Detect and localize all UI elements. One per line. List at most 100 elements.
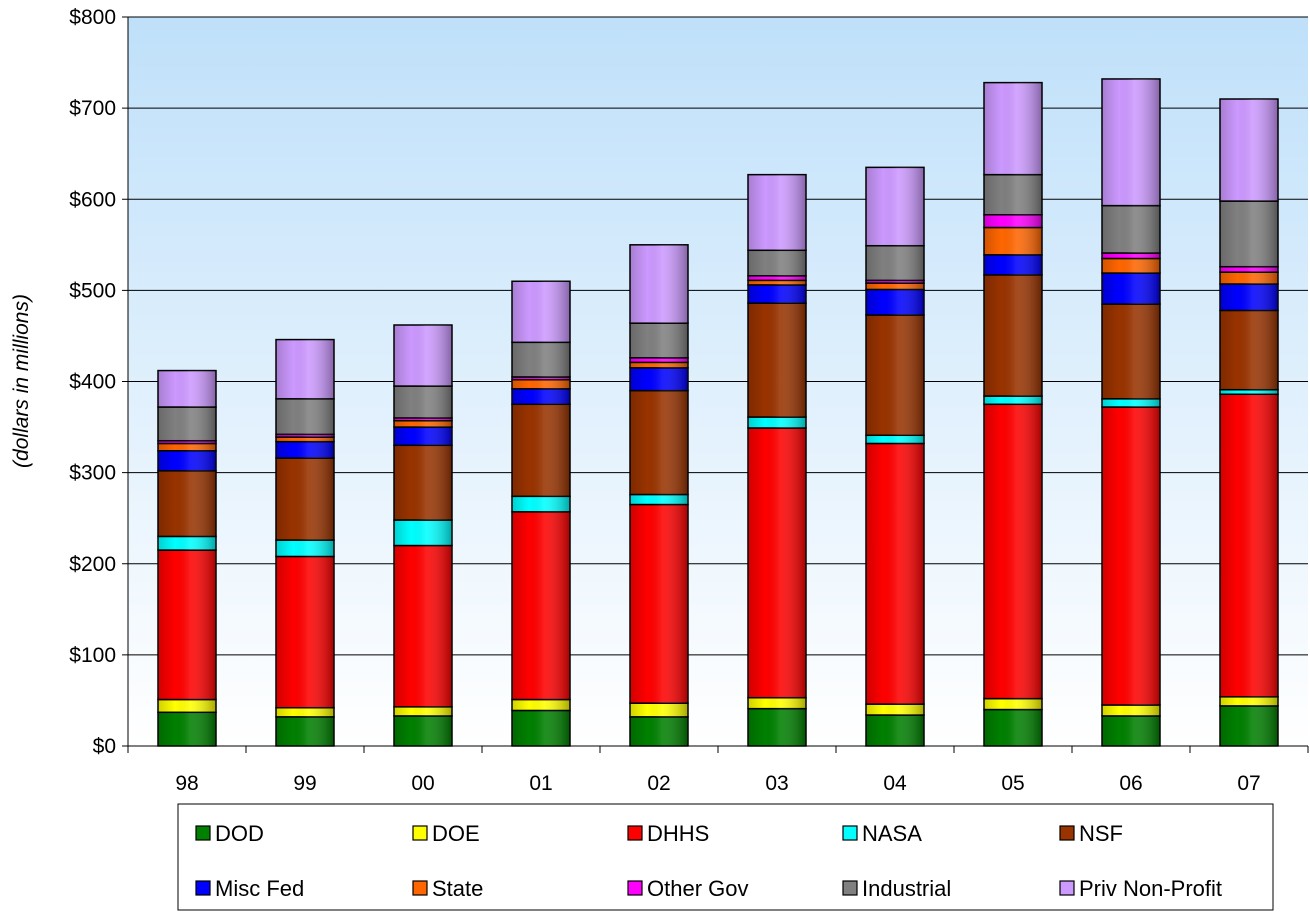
y-tick-label: $700 bbox=[69, 97, 116, 120]
bar-segment-shade bbox=[512, 710, 570, 746]
bar-segment-shade bbox=[748, 174, 806, 251]
bar-segment-shade bbox=[748, 697, 806, 709]
bar-segment-shade bbox=[866, 280, 924, 284]
bar-segment-shade bbox=[158, 370, 216, 408]
legend-swatch bbox=[412, 880, 428, 896]
legend-label: DOE bbox=[432, 821, 480, 846]
x-tick-label: 00 bbox=[411, 772, 434, 795]
legend-swatch bbox=[1059, 825, 1075, 841]
bar-segment-shade bbox=[158, 699, 216, 713]
bar-segment-shade bbox=[512, 699, 570, 711]
bar-segment-shade bbox=[394, 325, 452, 387]
bar-segment-shade bbox=[866, 435, 924, 444]
bar-segment-shade bbox=[1220, 283, 1278, 311]
bar-segment-shade bbox=[394, 520, 452, 546]
bar-segment-shade bbox=[394, 420, 452, 428]
y-tick-label: $100 bbox=[69, 644, 116, 667]
bar-segment-shade bbox=[866, 314, 924, 436]
bar-segment-shade bbox=[1220, 389, 1278, 395]
bar-segment-shade bbox=[984, 214, 1042, 228]
bar-segment-shade bbox=[276, 339, 334, 399]
y-tick-label: $0 bbox=[93, 735, 116, 758]
bar-segment-shade bbox=[630, 362, 688, 368]
x-tick-label: 06 bbox=[1119, 772, 1142, 795]
bar-segment-shade bbox=[1102, 78, 1160, 206]
bar-segment-shade bbox=[1220, 705, 1278, 746]
bar-stack-06 bbox=[1101, 78, 1161, 747]
bar-segment-shade bbox=[984, 698, 1042, 710]
bar-segment-shade bbox=[512, 511, 570, 700]
bar-segment-shade bbox=[1102, 253, 1160, 259]
bars bbox=[157, 78, 1279, 747]
bar-segment-shade bbox=[1220, 266, 1278, 273]
legend-label: DHHS bbox=[647, 821, 709, 846]
bar-segment-shade bbox=[984, 404, 1042, 699]
legend-label: Other Gov bbox=[647, 876, 748, 901]
bar-segment-shade bbox=[1102, 398, 1160, 408]
bar-segment-shade bbox=[630, 323, 688, 358]
legend-swatch bbox=[412, 825, 428, 841]
bar-segment-shade bbox=[630, 494, 688, 505]
legend-label: State bbox=[432, 876, 483, 901]
y-tick-label: $200 bbox=[69, 553, 116, 576]
x-tick-label: 04 bbox=[883, 772, 907, 795]
legend-swatch bbox=[1059, 880, 1075, 896]
bar-segment-shade bbox=[512, 496, 570, 512]
bar-segment-shade bbox=[512, 388, 570, 405]
bar-segment-shade bbox=[984, 709, 1042, 746]
legend-swatch bbox=[842, 825, 858, 841]
bar-segment-shade bbox=[866, 289, 924, 315]
bar-segment-shade bbox=[276, 434, 334, 438]
bar-segment-shade bbox=[748, 284, 806, 304]
bar-segment-shade bbox=[1102, 273, 1160, 305]
bar-segment-shade bbox=[630, 244, 688, 324]
bar-segment-shade bbox=[276, 556, 334, 708]
y-tick-label: $800 bbox=[69, 6, 116, 29]
bar-segment-shade bbox=[512, 376, 570, 380]
bar-segment-shade bbox=[748, 303, 806, 418]
bar-segment-shade bbox=[984, 174, 1042, 215]
bar-segment-shade bbox=[630, 504, 688, 704]
bar-segment-shade bbox=[1220, 201, 1278, 267]
legend: DOD DOE DHHS NASA NSF Misc Fed State Other Gov I… bbox=[177, 803, 1274, 911]
bar-segment-shade bbox=[748, 417, 806, 428]
bar-segment-shade bbox=[1220, 272, 1278, 284]
bar-segment-shade bbox=[276, 458, 334, 541]
x-tick-label: 98 bbox=[175, 772, 198, 795]
x-tick-label: 03 bbox=[765, 772, 788, 795]
bar-segment-shade bbox=[748, 708, 806, 746]
bar-segment-shade bbox=[158, 536, 216, 551]
bar-segment-shade bbox=[158, 470, 216, 537]
bar-segment-shade bbox=[630, 357, 688, 363]
x-tick-label: 02 bbox=[647, 772, 670, 795]
y-tick-label: $500 bbox=[69, 279, 116, 302]
bar-stack-00 bbox=[393, 324, 453, 747]
legend-label: Misc Fed bbox=[215, 876, 304, 901]
bar-segment-shade bbox=[1102, 715, 1160, 746]
legend-swatch bbox=[842, 880, 858, 896]
legend-swatch bbox=[627, 825, 643, 841]
bar-segment-shade bbox=[748, 275, 806, 281]
bar-segment-shade bbox=[630, 703, 688, 717]
legend-label: DOD bbox=[215, 821, 264, 846]
bar-segment-shade bbox=[630, 367, 688, 391]
legend-label: Priv Non-Profit bbox=[1079, 876, 1222, 901]
bar-segment-shade bbox=[1220, 696, 1278, 706]
bar-segment-shade bbox=[1220, 310, 1278, 390]
y-axis-title: (dollars in millions) bbox=[10, 294, 33, 468]
bar-stack-07 bbox=[1219, 98, 1279, 747]
legend-label: Industrial bbox=[862, 876, 951, 901]
bar-segment-shade bbox=[1102, 258, 1160, 274]
legend-label: NSF bbox=[1079, 821, 1123, 846]
bar-stack-01 bbox=[511, 280, 571, 747]
bar-stack-05 bbox=[983, 81, 1043, 747]
bar-segment-shade bbox=[630, 716, 688, 746]
bar-segment-shade bbox=[984, 82, 1042, 175]
legend-label: NASA bbox=[862, 821, 922, 846]
x-tick-label: 01 bbox=[529, 772, 552, 795]
bar-stack-03 bbox=[747, 173, 807, 747]
x-tick-label: 05 bbox=[1001, 772, 1024, 795]
bar-segment-shade bbox=[512, 281, 570, 343]
bar-segment-shade bbox=[984, 274, 1042, 397]
